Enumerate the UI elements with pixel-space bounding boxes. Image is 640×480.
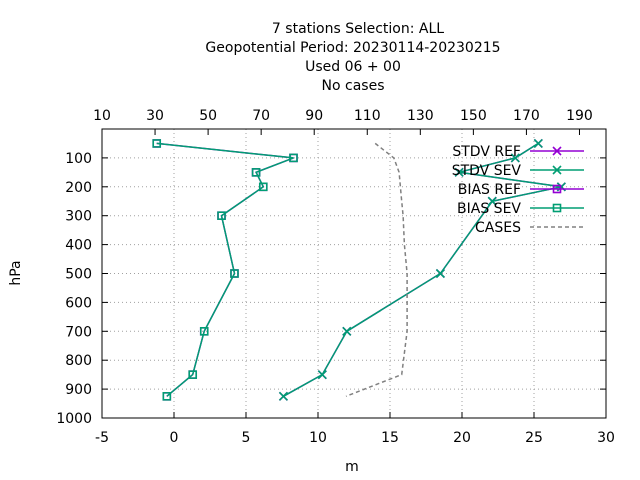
x-tick-label: 25 — [525, 430, 543, 446]
series-group — [152, 138, 566, 401]
x2-tick-label: 10 — [93, 108, 111, 124]
data-point — [230, 269, 239, 278]
title-line-2: Geopotential Period: 20230114-20230215 — [205, 40, 500, 56]
legend-label: BIAS REF — [458, 182, 521, 198]
data-point — [152, 139, 162, 148]
series-1 — [278, 138, 566, 401]
x-tick-label: -5 — [95, 430, 109, 446]
series-3 — [152, 139, 298, 401]
x2-tick-label: 110 — [354, 108, 381, 124]
data-point — [162, 392, 172, 401]
series-0 — [278, 138, 566, 401]
y-tick-label: 400 — [65, 238, 92, 254]
y-tick-label: 500 — [65, 267, 92, 283]
x2-tick-label: 130 — [407, 108, 434, 124]
series-4 — [345, 142, 408, 397]
grid-lines — [102, 129, 606, 418]
x-tick-label: 30 — [597, 430, 615, 446]
title-line-3: Used 06 + 00 — [305, 59, 401, 75]
x2-tick-label: 150 — [460, 108, 487, 124]
series-line — [345, 142, 408, 397]
x-tick-label: 10 — [309, 430, 327, 446]
data-point — [487, 196, 497, 206]
y-tick-label: 600 — [65, 295, 92, 311]
y-tick-label: 1000 — [56, 411, 92, 427]
data-point — [199, 326, 209, 336]
legend-marker — [552, 165, 562, 175]
y-tick-label: 300 — [65, 209, 92, 225]
data-point — [510, 153, 520, 163]
data-point — [217, 211, 226, 220]
series-2 — [152, 139, 298, 401]
x-tick-label: 15 — [381, 430, 399, 446]
data-point — [435, 268, 445, 279]
data-point — [188, 370, 198, 379]
plot-frame — [101, 128, 607, 419]
x2-tick-label: 170 — [513, 108, 540, 124]
legend-marker — [552, 203, 562, 213]
y-tick-label: 700 — [65, 324, 92, 340]
data-point — [278, 391, 289, 401]
data-point — [258, 182, 268, 192]
data-point — [454, 167, 464, 177]
title-line-4: No cases — [322, 78, 385, 94]
data-point — [342, 326, 352, 336]
series-line — [156, 142, 294, 397]
x-tick-label: 0 — [170, 430, 179, 446]
y-tick-label: 800 — [65, 353, 92, 369]
y-axis-label: hPa — [8, 260, 24, 285]
y-tick-label: 900 — [65, 382, 92, 398]
x2-tick-label: 50 — [199, 108, 217, 124]
x2-tick-label: 190 — [566, 108, 593, 124]
data-point — [289, 153, 298, 163]
legend-label: STDV REF — [452, 144, 521, 160]
legend-marker — [552, 184, 562, 194]
y-tick-label: 200 — [65, 180, 92, 196]
y-tick-label: 100 — [65, 151, 92, 167]
data-point — [317, 370, 327, 380]
legend: STDV REF STDV SEV BIAS REF BIAS SEV CASES — [452, 144, 584, 236]
title-line-1: 7 stations Selection: ALL — [272, 21, 444, 37]
x-tick-label: 5 — [242, 430, 251, 446]
legend-marker — [552, 146, 562, 156]
x-tick-label: 20 — [453, 430, 471, 446]
series-line — [156, 142, 294, 397]
chart-title: 7 stations Selection: ALL Geopotential P… — [205, 21, 500, 94]
x2-tick-label: 30 — [146, 108, 164, 124]
legend-label: CASES — [475, 220, 521, 236]
x2-tick-label: 70 — [252, 108, 270, 124]
x2-tick-label: 90 — [305, 108, 323, 124]
data-point — [533, 138, 543, 149]
data-point — [251, 168, 261, 177]
x-axis-label: m — [345, 459, 359, 475]
axis-ticks: 100 200 300 400 500 600 700 800 900 1000-5 0 5 10 15 2… — [56, 108, 615, 446]
legend-label: STDV SEV — [452, 163, 522, 179]
legend-label: BIAS SEV — [457, 201, 521, 217]
